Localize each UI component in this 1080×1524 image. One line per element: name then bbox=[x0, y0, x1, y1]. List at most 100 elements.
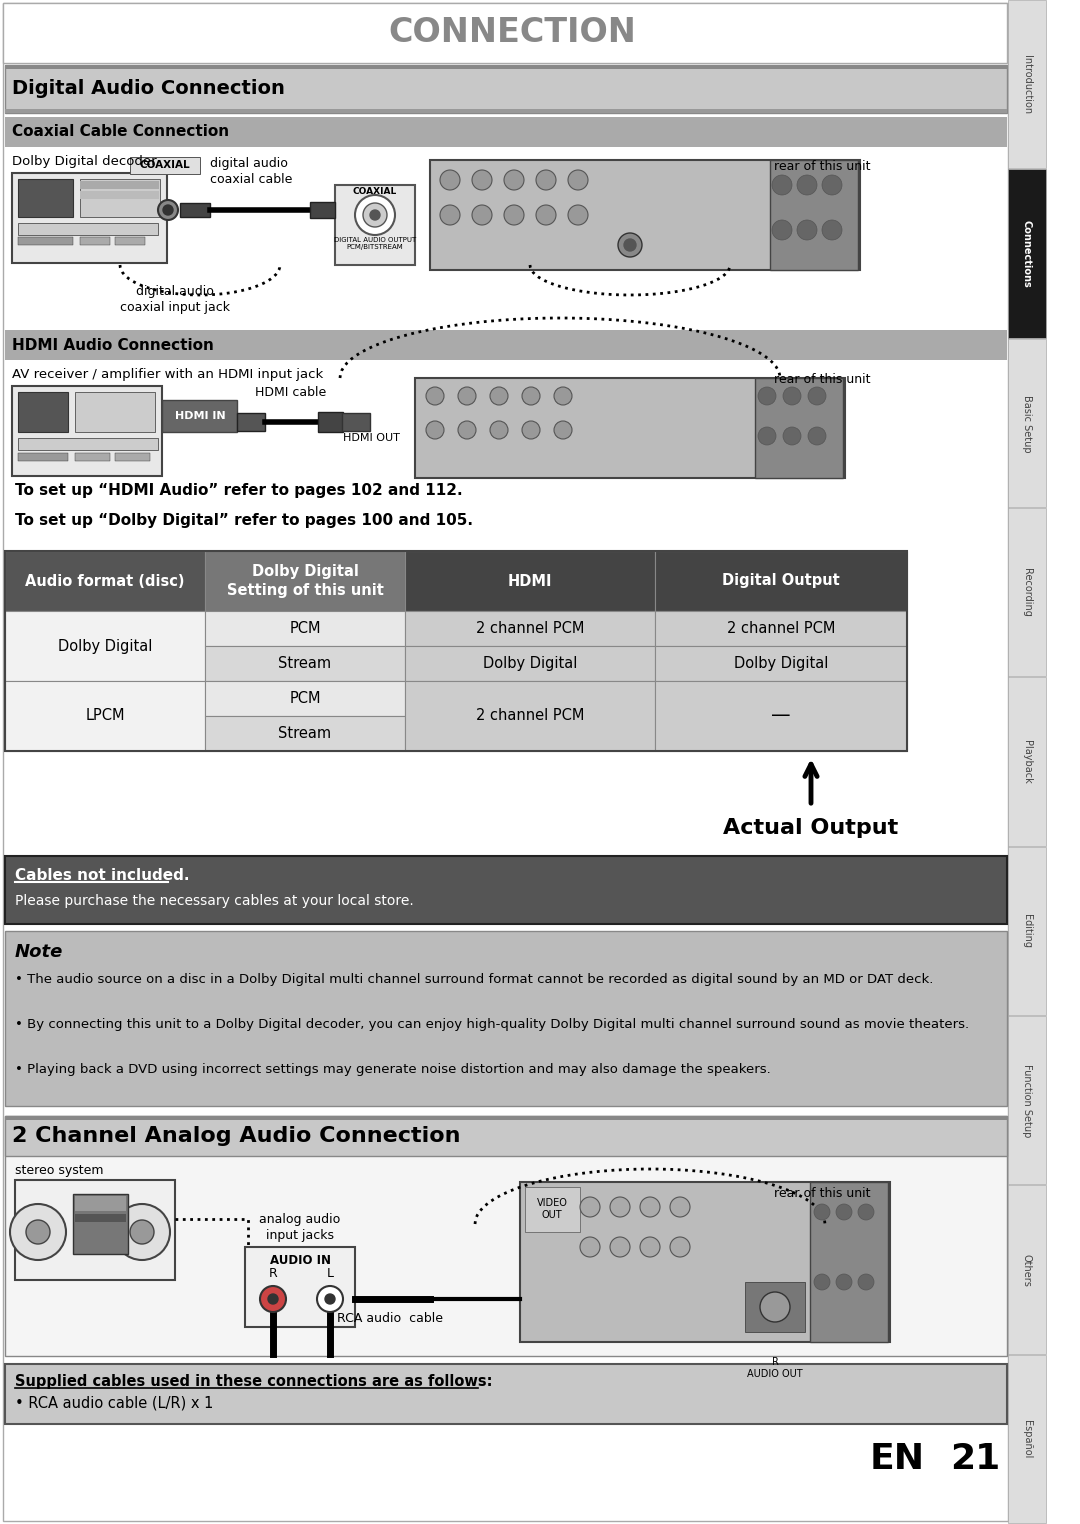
Circle shape bbox=[130, 1221, 154, 1244]
Circle shape bbox=[610, 1196, 630, 1218]
Circle shape bbox=[363, 203, 387, 227]
Bar bbox=[5, 611, 205, 681]
Text: Supplied cables used in these connections are as follows:: Supplied cables used in these connection… bbox=[15, 1375, 492, 1388]
Bar bbox=[205, 611, 405, 646]
Bar bbox=[5, 1116, 1007, 1157]
Text: 2 channel PCM: 2 channel PCM bbox=[727, 620, 835, 636]
Circle shape bbox=[772, 175, 792, 195]
Bar bbox=[15, 1180, 175, 1280]
Text: rear of this unit: rear of this unit bbox=[773, 1187, 870, 1199]
Text: PCM: PCM bbox=[289, 620, 321, 636]
Text: stereo system: stereo system bbox=[15, 1164, 104, 1177]
Bar bbox=[80, 238, 110, 245]
Bar bbox=[5, 856, 1007, 924]
Text: EN: EN bbox=[870, 1442, 926, 1477]
Bar bbox=[80, 178, 160, 216]
Bar bbox=[654, 552, 907, 611]
Bar bbox=[80, 190, 159, 200]
Bar bbox=[5, 681, 205, 751]
Circle shape bbox=[568, 171, 588, 190]
Bar bbox=[1008, 1186, 1047, 1353]
Bar bbox=[430, 160, 860, 270]
Text: AV receiver / amplifier with an HDMI input jack: AV receiver / amplifier with an HDMI inp… bbox=[12, 367, 323, 381]
Bar bbox=[18, 223, 158, 235]
Circle shape bbox=[458, 387, 476, 405]
Text: Digital Output: Digital Output bbox=[723, 573, 840, 588]
Bar bbox=[5, 66, 1007, 113]
Circle shape bbox=[114, 1204, 170, 1260]
Circle shape bbox=[760, 1292, 789, 1321]
Bar bbox=[5, 1116, 1007, 1120]
Circle shape bbox=[355, 195, 395, 235]
Bar bbox=[18, 238, 73, 245]
Circle shape bbox=[858, 1274, 874, 1289]
Text: Stream: Stream bbox=[279, 725, 332, 741]
Text: Audio format (disc): Audio format (disc) bbox=[25, 573, 185, 588]
Bar bbox=[3, 3, 1007, 62]
Bar bbox=[654, 611, 907, 646]
Circle shape bbox=[554, 421, 572, 439]
Text: Dolby Digital decoder: Dolby Digital decoder bbox=[12, 155, 157, 168]
Circle shape bbox=[580, 1237, 600, 1257]
Bar bbox=[318, 411, 343, 431]
Text: • RCA audio cable (L/R) x 1: • RCA audio cable (L/R) x 1 bbox=[15, 1396, 214, 1411]
Circle shape bbox=[554, 387, 572, 405]
Bar bbox=[180, 203, 210, 216]
Bar bbox=[654, 681, 907, 751]
Circle shape bbox=[808, 387, 826, 405]
Circle shape bbox=[814, 1204, 831, 1221]
Circle shape bbox=[10, 1204, 66, 1260]
Text: VIDEO
OUT: VIDEO OUT bbox=[537, 1198, 567, 1221]
Circle shape bbox=[822, 219, 842, 239]
Text: HDMI IN: HDMI IN bbox=[175, 411, 226, 421]
Bar bbox=[755, 378, 843, 479]
Circle shape bbox=[670, 1237, 690, 1257]
Text: HDMI Audio Connection: HDMI Audio Connection bbox=[12, 337, 214, 352]
Bar bbox=[12, 386, 162, 475]
Text: HDMI cable: HDMI cable bbox=[255, 386, 326, 399]
Circle shape bbox=[440, 171, 460, 190]
Text: Dolby Digital: Dolby Digital bbox=[483, 655, 577, 671]
Circle shape bbox=[426, 421, 444, 439]
Circle shape bbox=[783, 387, 801, 405]
Bar bbox=[75, 1196, 126, 1212]
Text: Others: Others bbox=[1022, 1254, 1032, 1286]
Circle shape bbox=[325, 1294, 335, 1305]
Text: Please purchase the necessary cables at your local store.: Please purchase the necessary cables at … bbox=[15, 895, 414, 908]
Bar bbox=[130, 157, 200, 174]
Text: Connections: Connections bbox=[1022, 219, 1032, 288]
Circle shape bbox=[268, 1294, 278, 1305]
Text: L: L bbox=[326, 1266, 334, 1280]
Bar bbox=[519, 1183, 890, 1343]
Text: PCM: PCM bbox=[289, 690, 321, 706]
Text: Stream: Stream bbox=[279, 655, 332, 671]
Bar bbox=[1008, 507, 1047, 677]
Text: To set up “Dolby Digital” refer to pages 100 and 105.: To set up “Dolby Digital” refer to pages… bbox=[15, 514, 473, 527]
Bar bbox=[5, 331, 1007, 360]
Bar bbox=[73, 1193, 129, 1254]
Text: • The audio source on a disc in a Dolby Digital multi channel surround format ca: • The audio source on a disc in a Dolby … bbox=[15, 972, 933, 986]
Circle shape bbox=[783, 427, 801, 445]
Circle shape bbox=[670, 1196, 690, 1218]
Text: Español: Español bbox=[1022, 1420, 1032, 1458]
Text: COAXIAL: COAXIAL bbox=[139, 160, 190, 171]
Circle shape bbox=[522, 387, 540, 405]
Text: Function Setup: Function Setup bbox=[1022, 1064, 1032, 1137]
Circle shape bbox=[26, 1221, 50, 1244]
Circle shape bbox=[440, 206, 460, 226]
Bar bbox=[18, 437, 158, 450]
Circle shape bbox=[504, 171, 524, 190]
Circle shape bbox=[158, 200, 178, 219]
Bar bbox=[5, 1364, 1007, 1423]
Circle shape bbox=[568, 206, 588, 226]
Circle shape bbox=[772, 219, 792, 239]
Circle shape bbox=[814, 1274, 831, 1289]
Text: Recording: Recording bbox=[1022, 568, 1032, 617]
Bar bbox=[205, 681, 405, 716]
Text: R
AUDIO OUT: R AUDIO OUT bbox=[747, 1356, 802, 1379]
Text: rear of this unit: rear of this unit bbox=[773, 373, 870, 386]
Circle shape bbox=[580, 1196, 600, 1218]
Text: DIGITAL AUDIO OUTPUT: DIGITAL AUDIO OUTPUT bbox=[334, 238, 416, 242]
Bar bbox=[1008, 1017, 1047, 1184]
Text: Dolby Digital: Dolby Digital bbox=[58, 639, 152, 654]
